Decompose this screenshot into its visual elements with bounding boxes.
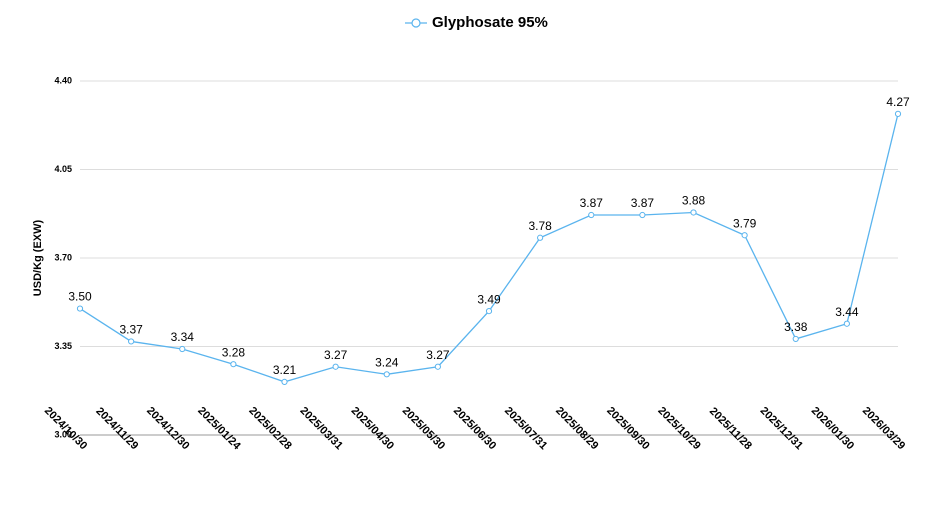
x-tick-label: 2025/03/31 [297, 405, 344, 452]
point [434, 363, 441, 370]
x-tick-label: 2024/10/30 [42, 405, 89, 452]
y-tick-label: 3.35 [54, 341, 72, 351]
x-tick-label: 2025/07/31 [502, 405, 549, 452]
data-label: 3.27 [426, 348, 450, 362]
legend-label: Glyphosate 95% [432, 14, 548, 31]
y-axis-label: USD/Kg (EXW) [32, 219, 44, 296]
point [230, 361, 237, 368]
point [128, 338, 135, 345]
point [741, 232, 748, 239]
x-tick-label: 2025/12/31 [758, 405, 805, 452]
x-tick-label: 2024/12/30 [144, 405, 191, 452]
point [383, 371, 390, 378]
x-tick-label: 2025/06/30 [451, 405, 498, 452]
data-label: 3.87 [580, 196, 604, 210]
x-tick-label: 2025/08/29 [553, 405, 600, 452]
y-tick-label: 3.70 [54, 252, 72, 262]
data-label: 3.78 [528, 219, 552, 233]
x-tick-label: 2025/11/28 [707, 405, 754, 452]
point [179, 345, 186, 353]
x-tick-label: 2025/10/29 [655, 405, 702, 452]
point [843, 320, 850, 327]
point [332, 363, 339, 370]
point [588, 211, 595, 219]
point [690, 209, 697, 216]
data-label: 3.79 [733, 216, 757, 230]
point [485, 308, 493, 315]
data-label: 3.24 [375, 355, 399, 369]
data-label: 3.34 [171, 330, 195, 344]
data-label: 4.27 [886, 95, 910, 109]
y-tick-label: 4.40 [54, 75, 72, 85]
point [76, 305, 84, 312]
x-tick-label: 2025/09/30 [604, 405, 651, 452]
data-label: 3.38 [784, 320, 808, 334]
point [281, 378, 288, 385]
point [894, 110, 902, 117]
x-tick-label: 2025/04/30 [349, 405, 396, 452]
point [537, 234, 544, 241]
data-label: 3.88 [682, 194, 706, 208]
y-tick-label: 3.00 [54, 429, 72, 439]
data-label: 3.49 [477, 292, 501, 306]
x-tick-label: 2026/03/29 [860, 405, 907, 452]
y-tick-label: 4.05 [54, 164, 72, 174]
point [639, 211, 646, 219]
data-label: 3.44 [835, 305, 859, 319]
x-tick-label: 2025/05/30 [400, 405, 447, 452]
data-label: 3.87 [631, 196, 655, 210]
point [792, 335, 799, 343]
legend-marker [411, 18, 421, 28]
x-tick-label: 2024/11/29 [93, 405, 140, 452]
data-label: 3.27 [324, 348, 348, 362]
x-tick-label: 2026/01/30 [809, 405, 856, 452]
x-tick-label: 2025/01/24 [195, 405, 243, 453]
data-label: 3.50 [68, 290, 92, 304]
data-label: 3.21 [273, 363, 297, 377]
x-tick-label: 2025/02/28 [246, 405, 293, 452]
data-label: 3.37 [119, 323, 143, 337]
data-label: 3.28 [222, 345, 246, 359]
line [79, 113, 899, 383]
